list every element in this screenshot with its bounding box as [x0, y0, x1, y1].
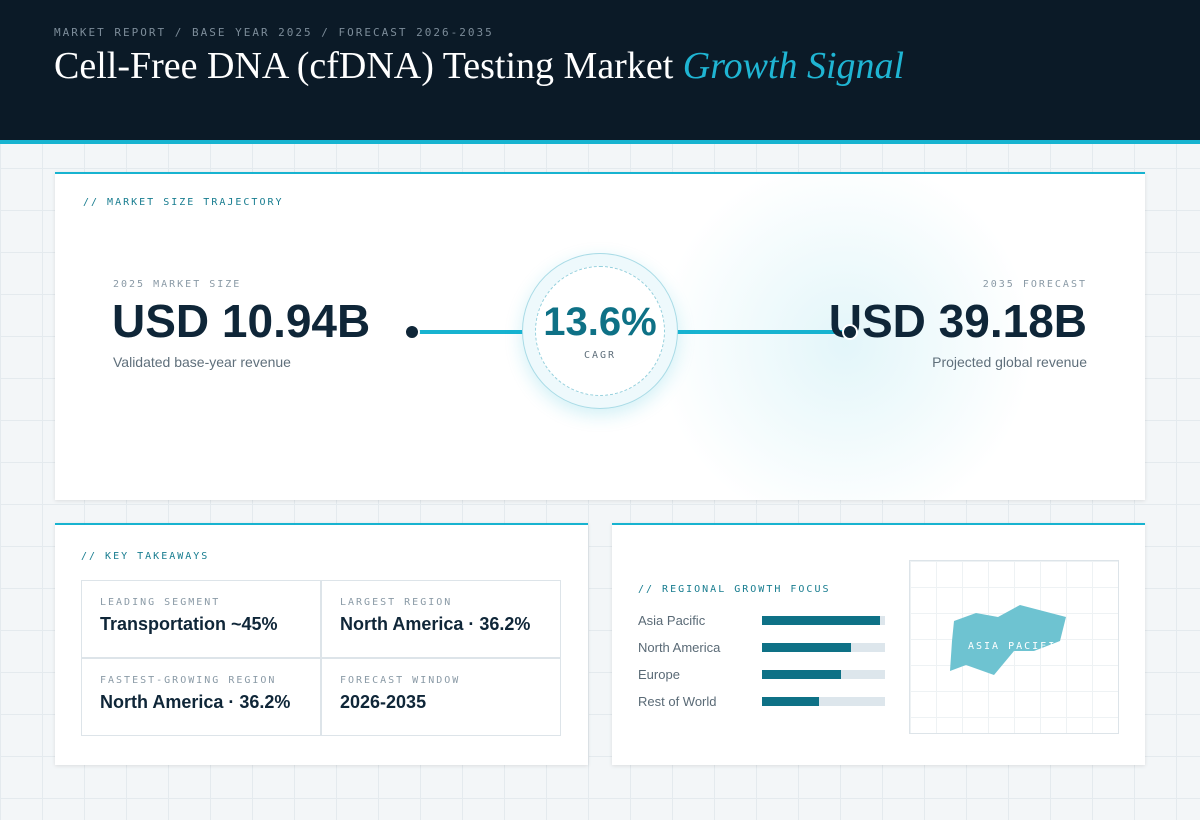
bar-track: [762, 643, 885, 652]
takeaways-card: // KEY TAKEAWAYS LEADING SEGMENT Transpor…: [55, 523, 588, 765]
forecast-value: USD 39.18B: [828, 295, 1087, 347]
takeaway-value: Transportation ~45%: [100, 614, 278, 634]
takeaway: FASTEST-GROWING REGION North America · 36…: [81, 658, 321, 736]
takeaway-label: LEADING SEGMENT: [100, 597, 221, 608]
takeaway-value: North America · 36.2%: [100, 692, 291, 712]
bar: [762, 643, 851, 652]
regional-card: // REGIONAL GROWTH FOCUS Asia Pacific Nor…: [612, 523, 1145, 765]
region-name: Europe: [638, 667, 680, 682]
map-label: ASIA PACIFIC: [968, 641, 1065, 652]
takeaway: LARGEST REGION North America · 36.2%: [321, 580, 561, 658]
title-main: Cell-Free DNA (cfDNA) Testing Market: [54, 45, 674, 87]
title-accent: Growth Signal: [682, 45, 905, 87]
takeaway-label: FASTEST-GROWING REGION: [100, 675, 277, 686]
title: Cell-Free DNA (cfDNA) Testing Market Gro…: [54, 44, 904, 88]
eyebrow: MARKET REPORT / BASE YEAR 2025 / FORECAS…: [54, 26, 494, 39]
bar-track: [762, 670, 885, 679]
region-name: Asia Pacific: [638, 613, 706, 628]
region-name: Rest of World: [638, 694, 717, 709]
trajectory-card: // MARKET SIZE TRAJECTORY 2025 MARKET SI…: [55, 172, 1145, 500]
forecast-label: 2035 FORECAST: [982, 279, 1087, 290]
takeaway: FORECAST WINDOW 2026-2035: [321, 658, 561, 736]
section-label: // KEY TAKEAWAYS: [81, 551, 210, 562]
bar: [762, 616, 881, 625]
region-shape: [950, 605, 1066, 675]
base-label: 2025 MARKET SIZE: [113, 279, 242, 290]
takeaway-value: North America · 36.2%: [340, 614, 531, 634]
cagr-value: 13.6%: [543, 300, 657, 344]
takeaway-label: LARGEST REGION: [340, 597, 453, 608]
bar-track: [762, 697, 885, 706]
region-name: North America: [638, 640, 721, 655]
cagr-ring: 13.6% CAGR: [522, 253, 678, 409]
takeaway-label: FORECAST WINDOW: [340, 675, 461, 686]
header: MARKET REPORT / BASE YEAR 2025 / FORECAS…: [0, 0, 1200, 144]
map: ASIA PACIFIC: [909, 560, 1119, 734]
section-label: // MARKET SIZE TRAJECTORY: [83, 197, 284, 208]
cagr-inner: [535, 266, 665, 396]
bar: [762, 697, 819, 706]
bar: [762, 670, 841, 679]
section-label: // REGIONAL GROWTH FOCUS: [638, 584, 831, 595]
bar-track: [762, 616, 885, 625]
forecast-caption: Projected global revenue: [932, 354, 1087, 370]
start-dot: [404, 324, 420, 340]
takeaway: LEADING SEGMENT Transportation ~45%: [81, 580, 321, 658]
end-dot: [842, 324, 858, 340]
base-caption: Validated base-year revenue: [113, 354, 291, 370]
base-value: USD 10.94B: [112, 295, 371, 347]
map-shape: [950, 605, 1066, 675]
takeaway-value: 2026-2035: [340, 692, 427, 712]
cagr-label: CAGR: [583, 350, 617, 361]
